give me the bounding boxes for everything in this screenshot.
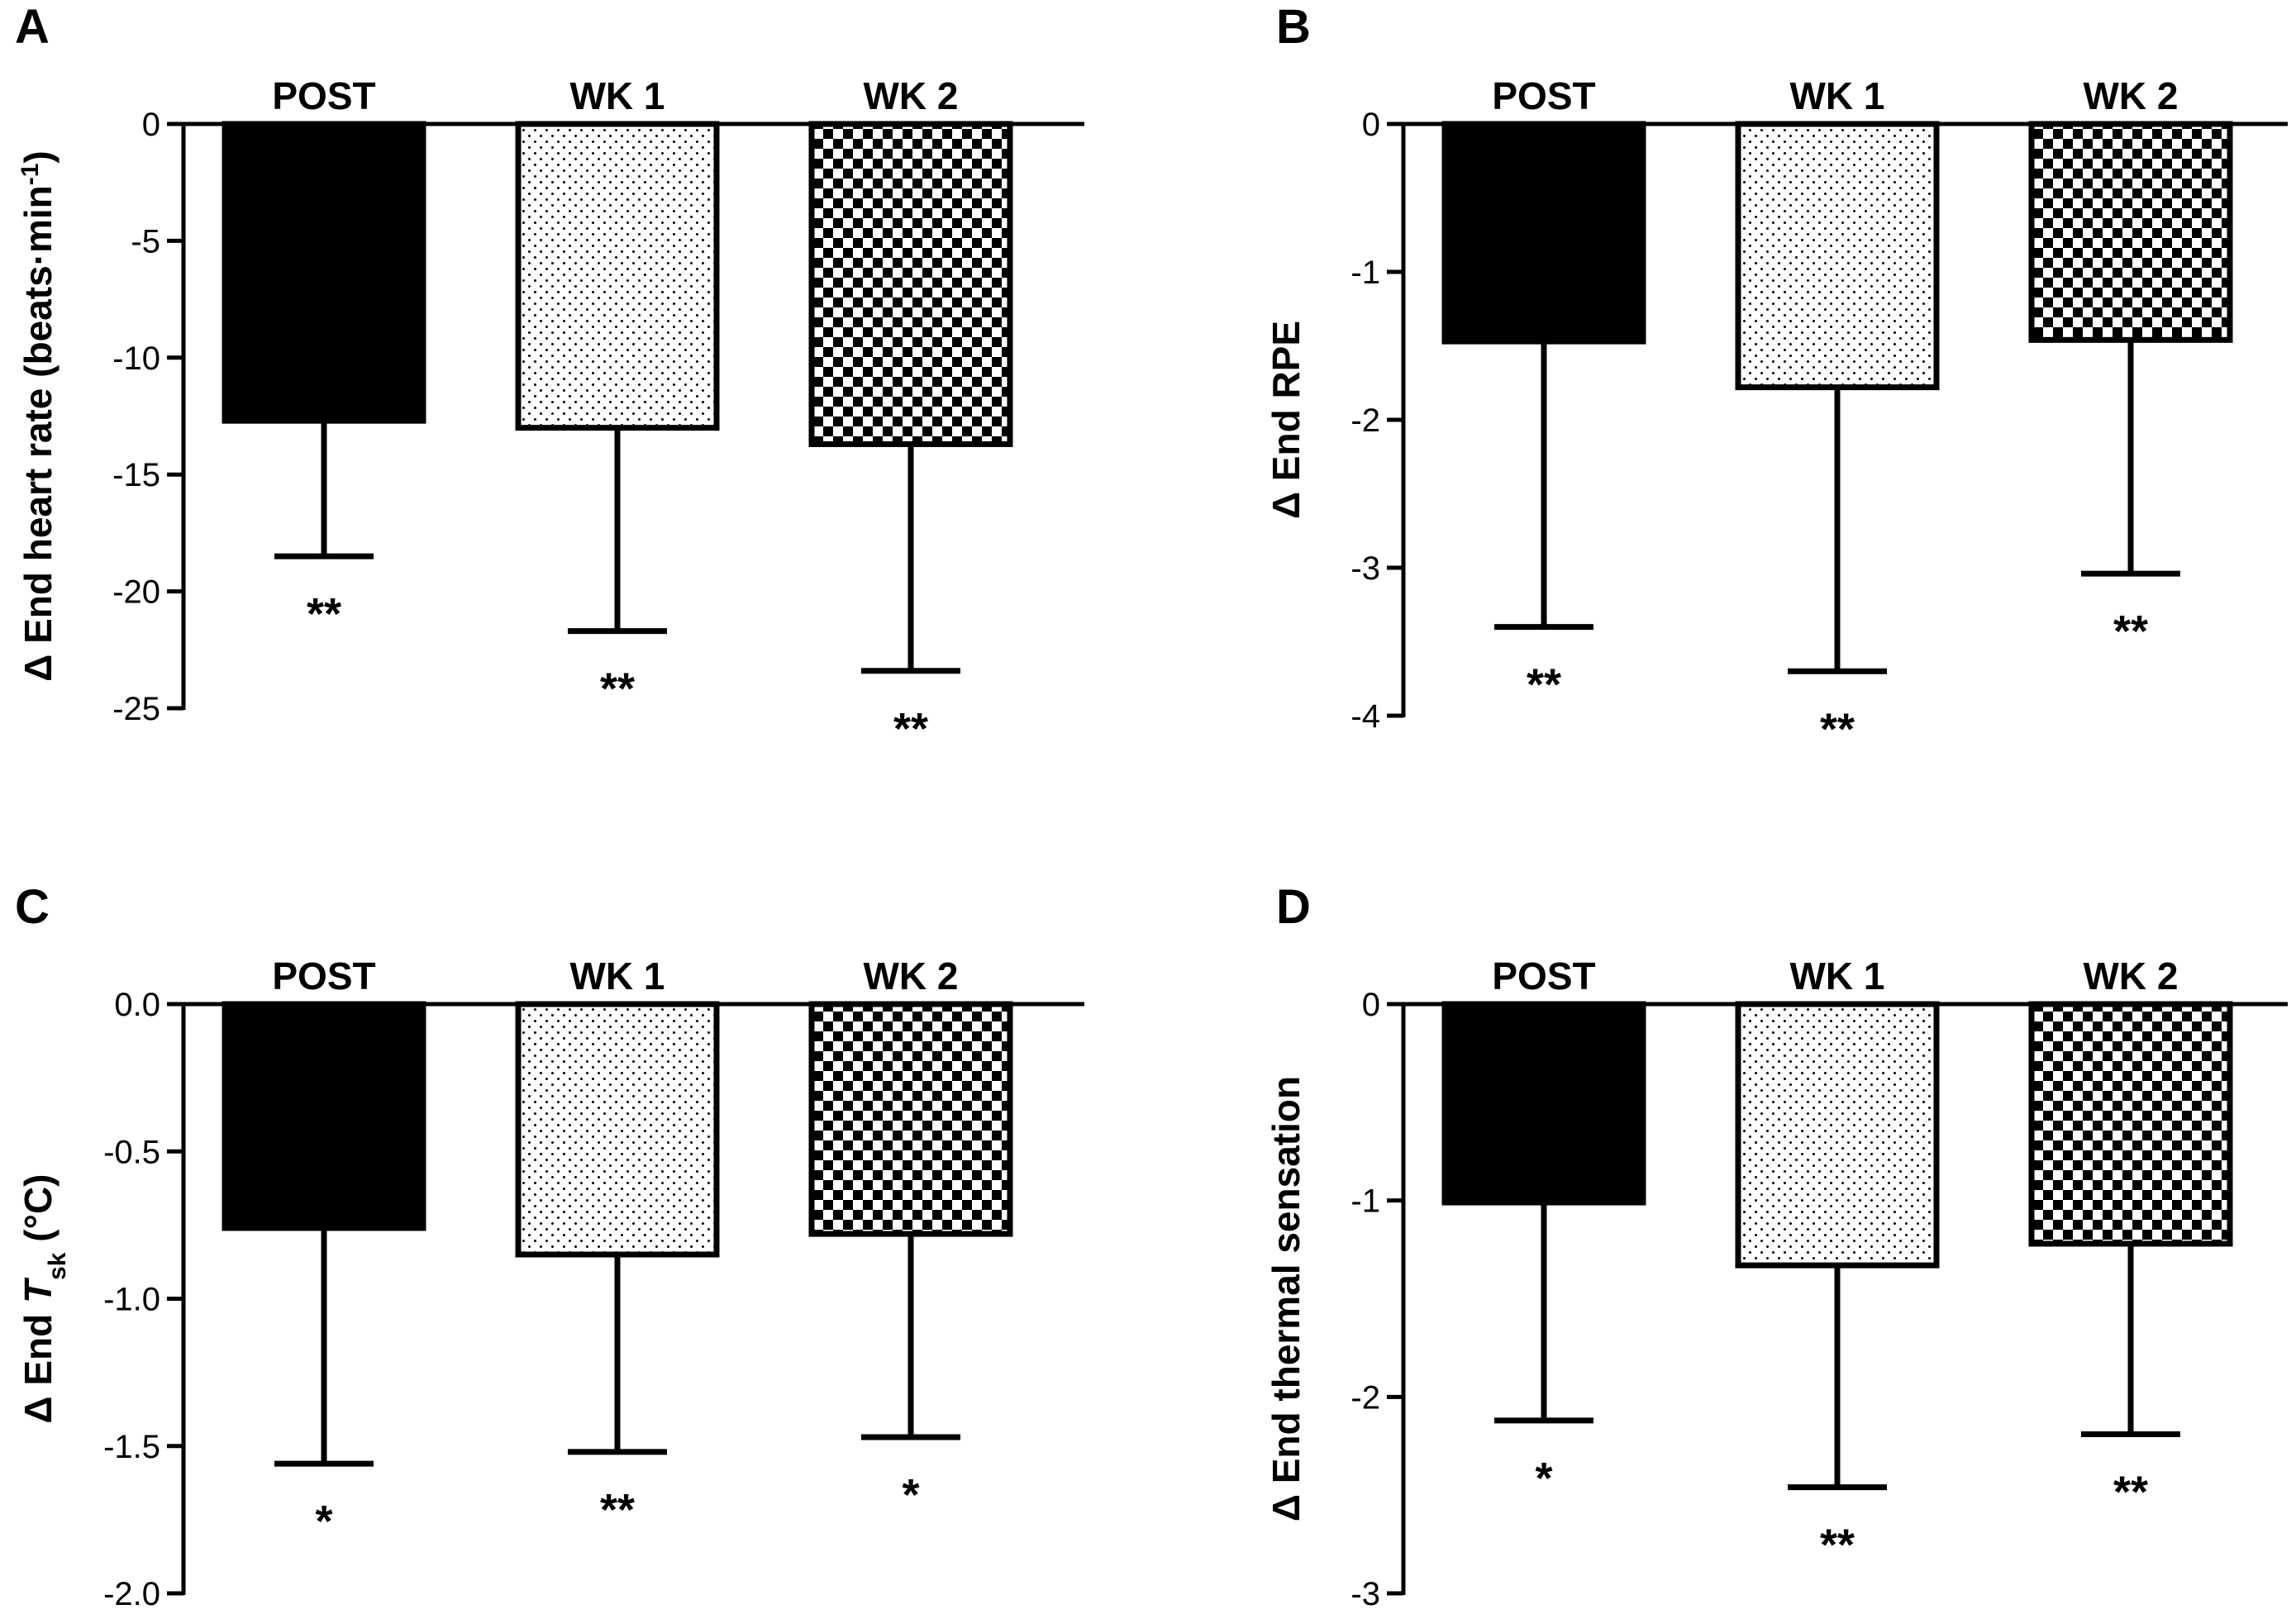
significance-mark: **: [1820, 704, 1855, 754]
significance-mark: **: [2113, 1467, 2148, 1516]
y-tick-label: 0: [142, 107, 160, 143]
y-axis-label: Δ End thermal sensation: [1265, 1076, 1308, 1521]
y-axis-label: Δ End RPE: [1265, 321, 1308, 519]
panel-letter: C: [15, 880, 50, 934]
y-axis-label-part: -1: [17, 164, 44, 186]
y-tick-label: -3: [1350, 550, 1380, 587]
y-tick-label: -4: [1350, 698, 1380, 735]
bar-wk1: [1735, 121, 1940, 391]
category-label: WK 2: [2084, 955, 2179, 997]
y-tick-label: -25: [112, 691, 160, 727]
significance-mark: **: [307, 589, 341, 639]
category-label: POST: [1492, 74, 1595, 117]
category-label: WK 1: [1790, 955, 1885, 997]
y-tick-label: -1: [1350, 1183, 1380, 1220]
significance-mark: **: [2113, 607, 2148, 656]
category-label: POST: [272, 74, 375, 117]
bar-post: [222, 121, 426, 424]
y-tick-label: -15: [112, 457, 160, 493]
bar-post: [1441, 1001, 1646, 1206]
y-axis-label: Δ End Tsk (°C): [17, 1174, 71, 1423]
significance-mark: *: [315, 1497, 332, 1546]
category-label: WK 2: [864, 74, 959, 117]
panel-a: A POST ** WK 1 ** WK 2 ** 0 -5 -10 -15 -20 -25 Δ End …: [15, 0, 1084, 754]
bar-post: [1441, 121, 1646, 345]
category-label: WK 2: [2084, 74, 2179, 117]
panel-letter: B: [1276, 0, 1311, 54]
significance-mark: **: [1820, 1521, 1855, 1570]
y-axis-label-part: Δ End RPE: [1265, 321, 1308, 519]
category-label: WK 1: [570, 74, 665, 117]
significance-mark: **: [1527, 660, 1561, 710]
y-tick-label: 0: [1362, 987, 1380, 1023]
category-label: WK 2: [864, 955, 959, 997]
significance-mark: **: [893, 704, 928, 754]
y-axis-label-part: T: [17, 1277, 60, 1303]
y-axis-label-part: ): [17, 150, 60, 163]
panel-b: B POST ** WK 1 ** WK 2 ** 0 -1 -2 -3 -4 Δ End RPE: [1265, 0, 2288, 754]
y-tick-label: -1.5: [103, 1429, 160, 1465]
y-tick-label: -2: [1350, 402, 1380, 439]
category-label: WK 1: [1790, 74, 1885, 117]
y-tick-label: 0.0: [114, 987, 160, 1023]
category-label: WK 1: [570, 955, 665, 997]
y-axis-label-part: Δ End: [17, 1303, 60, 1424]
y-axis-label-part: Δ End heart rate (beats·min: [17, 185, 60, 682]
category-label: POST: [272, 955, 375, 997]
significance-mark: *: [902, 1470, 919, 1520]
y-tick-label: 0: [1362, 107, 1380, 143]
bar-wk2: [2028, 121, 2233, 343]
y-tick-label: -10: [112, 340, 160, 377]
y-axis-label-part: Δ End thermal sensation: [1265, 1076, 1308, 1521]
panel-c: C POST * WK 1 ** WK 2 * 0.0 -0.5 -1.0 -1.5 -2.0 Δ En…: [15, 880, 1084, 1612]
y-tick-label: -2.0: [103, 1576, 160, 1612]
y-tick-label: -20: [112, 574, 160, 611]
bar-post: [222, 1001, 426, 1231]
bar-wk2: [808, 121, 1013, 447]
y-tick-label: -5: [131, 223, 160, 259]
y-axis-label-part: (°C): [17, 1174, 60, 1252]
y-axis-label-part: sk: [44, 1252, 71, 1280]
significance-mark: **: [600, 664, 635, 714]
y-tick-label: -3: [1350, 1576, 1380, 1612]
y-tick-label: -0.5: [103, 1134, 160, 1170]
y-tick-label: -1: [1350, 255, 1380, 291]
bar-wk2: [2028, 1001, 2233, 1247]
panel-letter: A: [15, 0, 50, 54]
bar-wk1: [515, 121, 720, 431]
y-tick-label: -1.0: [103, 1282, 160, 1318]
category-label: POST: [1492, 955, 1595, 997]
significance-mark: **: [600, 1485, 635, 1535]
panel-d: D POST * WK 1 ** WK 2 ** 0 -1 -2 -3 Δ End thermal s…: [1265, 880, 2288, 1612]
y-axis-label: Δ End heart rate (beats·min-1): [17, 150, 60, 682]
bar-wk1: [515, 1001, 720, 1258]
y-tick-label: -2: [1350, 1379, 1380, 1416]
significance-mark: *: [1535, 1454, 1552, 1503]
bar-wk2: [808, 1001, 1013, 1237]
bar-wk1: [1735, 1001, 1940, 1269]
panel-letter: D: [1276, 880, 1311, 934]
